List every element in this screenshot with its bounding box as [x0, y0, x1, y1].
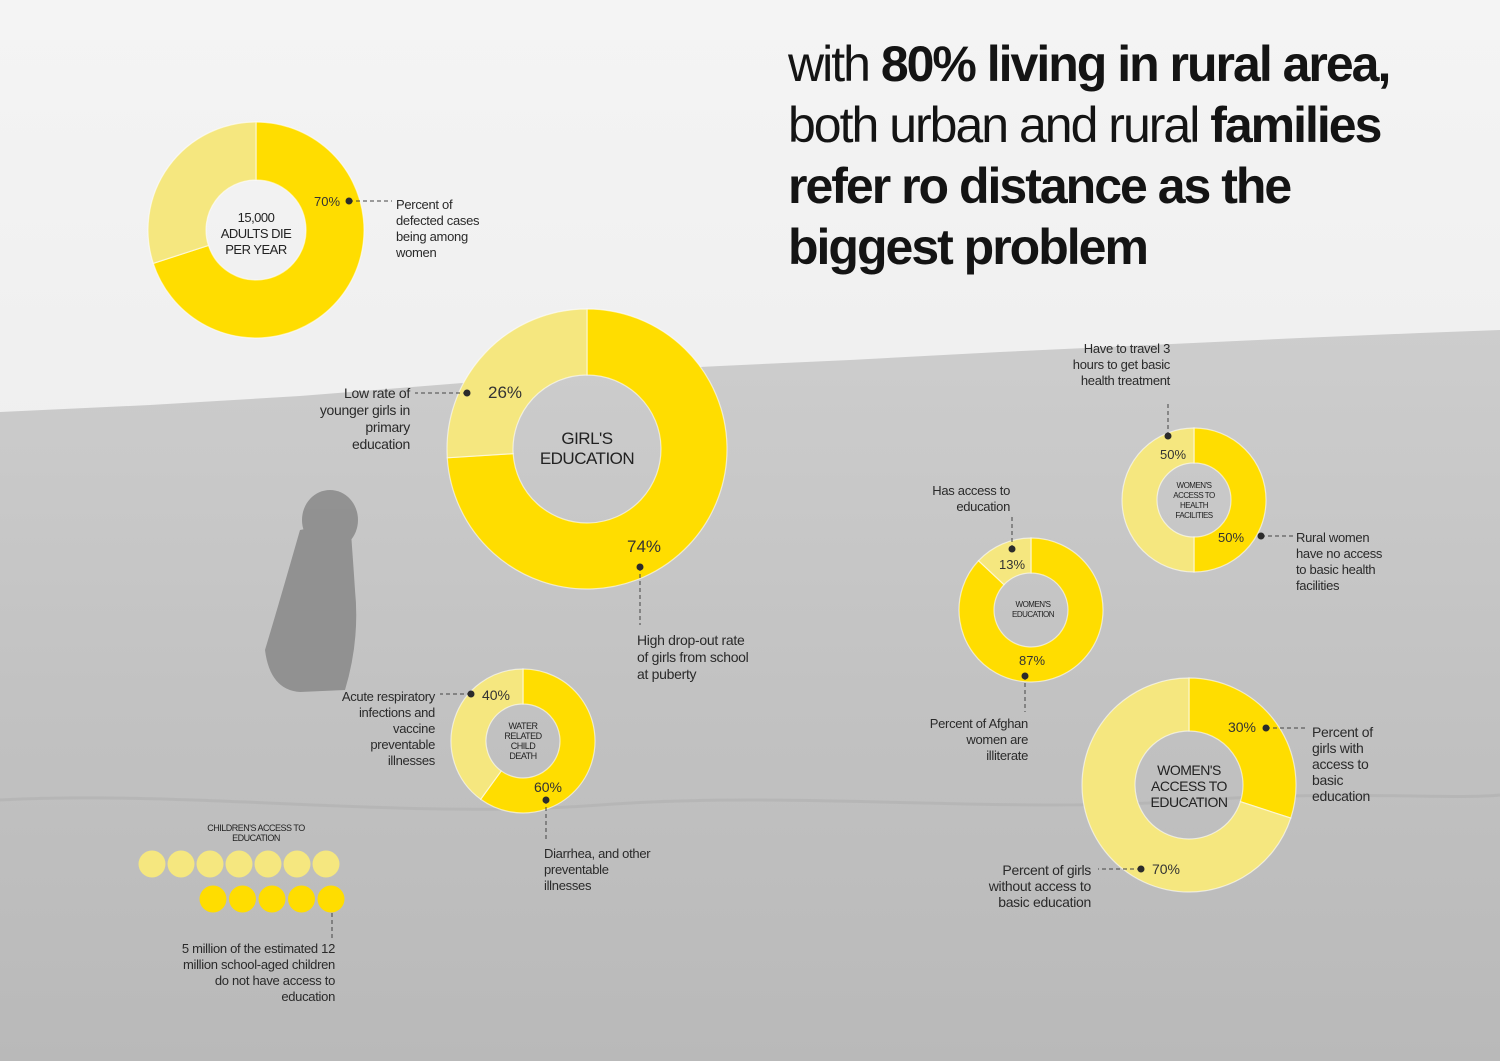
girls-center-label: GIRL'S EDUCATION: [539, 429, 635, 468]
wacc-without-leader-dot: [1137, 865, 1145, 873]
wacc-slice-1: [1081, 677, 1292, 893]
wedu-slice-1: [977, 537, 1032, 586]
health-slice-0: [1193, 427, 1267, 573]
wedu-center-label: WOMEN'S EDUCATION: [1011, 600, 1055, 619]
wedu-slice-0: [958, 537, 1104, 683]
girls-value-label-0: 74%: [627, 537, 661, 556]
girls-drop-leader-dot: [636, 563, 644, 571]
ground-ridge: [0, 793, 1500, 811]
wacc-slice-0: [1188, 677, 1297, 819]
health-rural-note: Rural women have no access to basic heal…: [1296, 530, 1383, 593]
water-value-label-1: 40%: [482, 687, 510, 703]
child-dot: [225, 850, 253, 878]
wacc-value-label-0: 30%: [1228, 719, 1256, 735]
wacc-with-leader-dot: [1262, 724, 1270, 732]
wacc-with-note: Percent of girls with access to basic ed…: [1312, 724, 1373, 804]
health-rural-leader-dot: [1257, 532, 1265, 540]
child-dot-highlighted: [288, 885, 315, 913]
health-slice-1: [1121, 427, 1195, 573]
health-value-label-0: 50%: [1218, 530, 1244, 545]
child-dot: [312, 850, 340, 878]
wedu-access-note: Has access to education: [932, 483, 1010, 514]
girls-value-label-1: 26%: [488, 383, 522, 402]
health-center-label: WOMEN'S ACCESS TO HEALTH FACILITIES: [1173, 481, 1215, 520]
water-slice-0: [479, 668, 596, 814]
wacc-center-label: WOMEN'S ACCESS TO EDUCATION: [1150, 762, 1228, 810]
adults-note: Percent of defected cases being among wo…: [396, 197, 480, 260]
children-title: CHILDREN'S ACCESS TO EDUCATION: [207, 823, 305, 843]
wedu-value-label-1: 13%: [999, 557, 1025, 572]
water-slice-1: [450, 668, 524, 801]
child-dot-highlighted: [229, 885, 256, 913]
child-dot: [283, 850, 311, 878]
adults-center-label: 15,000 ADULTS DIE PER YEAR: [220, 210, 292, 257]
headline: with 80% living in rural area, both urba…: [788, 36, 1391, 275]
child-dot: [254, 850, 282, 878]
health-value-label-1: 50%: [1160, 447, 1186, 462]
health-travel-note: Have to travel 3 hours to get basic heal…: [1072, 341, 1171, 388]
water-acute-leader-dot: [467, 690, 475, 698]
girls-slice-1: [446, 308, 588, 459]
health-travel-leader-dot: [1164, 432, 1172, 440]
wacc-without-note: Percent of girls without access to basic…: [988, 862, 1092, 910]
walking-figure: [265, 490, 358, 692]
girls-low-leader-dot: [463, 389, 471, 397]
water-center-label: WATER RELATED CHILD DEATH: [504, 721, 542, 761]
child-dot: [167, 850, 195, 878]
child-dot-highlighted: [199, 885, 227, 913]
adults-slice-1: [147, 121, 257, 265]
water-diarrhea-leader-dot: [542, 796, 550, 804]
adults-leader-dot: [345, 197, 353, 205]
adults-slice-0: [152, 121, 365, 339]
girls-drop-note: High drop-out rate of girls from school …: [637, 632, 749, 682]
child-dot: [138, 850, 166, 878]
children-note: 5 million of the estimated 12 million sc…: [181, 941, 335, 1004]
wacc-value-label-1: 70%: [1152, 861, 1180, 877]
wedu-value-label-0: 87%: [1019, 653, 1045, 668]
child-dot: [196, 850, 224, 878]
wedu-illiterate-leader-dot: [1021, 672, 1029, 680]
water-diarrhea-note: Diarrhea, and other preventable illnesse…: [544, 846, 651, 893]
adults-value-label-0: 70%: [314, 194, 340, 209]
child-dot-highlighted: [317, 885, 345, 913]
wedu-illiterate-note: Percent of Afghan women are illiterate: [929, 716, 1029, 763]
child-dot-highlighted: [258, 885, 286, 913]
water-value-label-0: 60%: [534, 779, 562, 795]
girls-slice-0: [446, 308, 728, 590]
wedu-access-leader-dot: [1008, 545, 1016, 553]
girls-low-note: Low rate of younger girls in primary edu…: [319, 385, 410, 452]
water-acute-note: Acute respiratory infections and vaccine…: [341, 689, 435, 768]
